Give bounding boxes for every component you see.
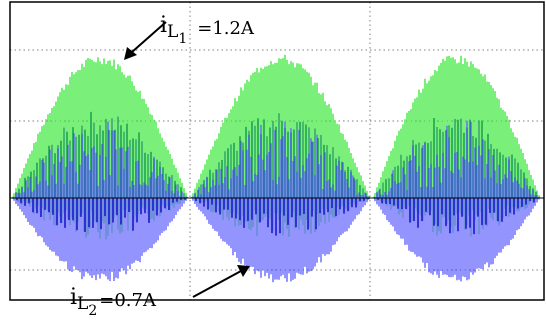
annotation-il2-value: =0.7A (99, 290, 157, 311)
annotation-il1-arrowhead (124, 47, 137, 60)
annotation-il2: iL2 =0.7A (70, 265, 250, 319)
annotation-il1: iL1=1.2A (124, 13, 255, 60)
annotation-il2-subscript: L (77, 294, 88, 314)
annotation-il2-subsubscript: 2 (88, 303, 97, 319)
annotation-il1-arrow-shaft (131, 21, 167, 53)
annotation-il1-subsubscript: 1 (178, 31, 187, 47)
svg-text:iL2=0.7A: iL2 =0.7A (70, 285, 157, 319)
annotation-il1-value: =1.2A (197, 18, 255, 39)
annotation-il2-arrow-shaft (192, 270, 242, 298)
plot-frame (9, 1, 545, 301)
series-il2-waveform (12, 120, 540, 283)
annotation-il2-arrowhead (237, 265, 250, 277)
annotation-il1-subscript: L (167, 22, 178, 42)
annotation-il2-symbol: i (70, 285, 77, 310)
